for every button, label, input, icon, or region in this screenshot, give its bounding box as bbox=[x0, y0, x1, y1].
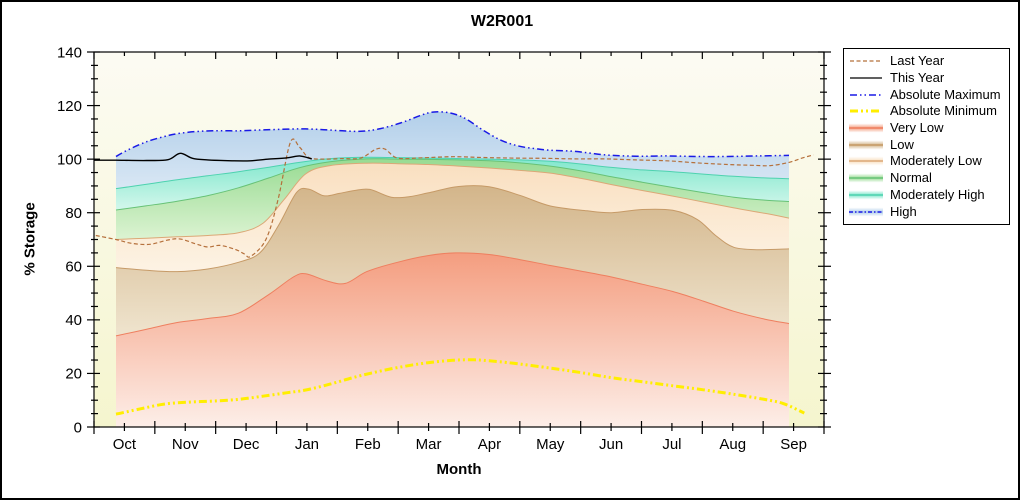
legend-swatch-normal bbox=[849, 173, 883, 183]
y-tick-label: 120 bbox=[57, 98, 82, 115]
y-tick-label: 20 bbox=[65, 366, 82, 383]
legend: Last Year This Year Absolute Maximum Absolu… bbox=[843, 48, 1010, 225]
band-edge-mod_high bbox=[115, 156, 790, 190]
legend-label: Moderately High bbox=[890, 186, 985, 202]
axes bbox=[87, 51, 831, 434]
y-tick-label: 100 bbox=[57, 151, 82, 168]
legend-swatch-this-year bbox=[850, 77, 882, 79]
y-axis-title: % Storage bbox=[21, 202, 39, 276]
legend-item: Low bbox=[849, 137, 1004, 153]
legend-label: Absolute Maximum bbox=[890, 86, 1001, 102]
legend-item: Very Low bbox=[849, 120, 1004, 136]
x-tick-label: Dec bbox=[233, 436, 260, 453]
y-tick-label: 0 bbox=[74, 419, 82, 436]
line-abs_min bbox=[115, 358, 805, 416]
series-lines bbox=[94, 138, 814, 416]
band-high bbox=[116, 111, 789, 189]
y-tick-label: 40 bbox=[65, 312, 82, 329]
legend-label: This Year bbox=[890, 70, 945, 86]
x-tick-label: Mar bbox=[416, 436, 442, 453]
x-tick-label: Jul bbox=[662, 436, 681, 453]
y-tick-label: 60 bbox=[65, 259, 82, 276]
band-mod_low bbox=[116, 163, 789, 272]
tick-labels: 0 20 40 60 80 100 120 140 Oct Nov Dec Jan Feb Mar Apr M… bbox=[57, 44, 807, 453]
legend-item: Absolute Minimum bbox=[849, 103, 1004, 119]
legend-swatch-moderately-high bbox=[849, 190, 883, 200]
legend-item: Moderately High bbox=[849, 187, 1004, 203]
legend-label: Normal bbox=[890, 170, 932, 186]
band-edge-very_low bbox=[115, 252, 790, 337]
legend-label: Last Year bbox=[890, 53, 945, 69]
x-tick-label: Apr bbox=[478, 436, 501, 453]
band-edge-mod_low bbox=[115, 162, 790, 240]
chart-title: W2R001 bbox=[470, 13, 534, 30]
y-tick-label: 80 bbox=[65, 205, 82, 222]
x-tick-label: Jun bbox=[599, 436, 623, 453]
legend-label: Low bbox=[890, 136, 914, 152]
legend-item: High bbox=[849, 204, 1004, 220]
legend-item: Moderately Low bbox=[849, 153, 1004, 169]
legend-item: Normal bbox=[849, 170, 1004, 186]
x-tick-label: Oct bbox=[113, 436, 137, 453]
legend-swatch-absolute-minimum bbox=[850, 109, 882, 113]
legend-item: Last Year bbox=[849, 53, 1004, 69]
legend-label: High bbox=[890, 203, 917, 219]
legend-swatch-moderately-low bbox=[849, 156, 883, 166]
y-tick-label: 140 bbox=[57, 44, 82, 61]
x-axis-title: Month bbox=[436, 461, 482, 478]
x-tick-label: Aug bbox=[719, 436, 746, 453]
band-very_low bbox=[116, 252, 789, 427]
legend-label: Very Low bbox=[890, 120, 944, 136]
band-edge-normal bbox=[115, 158, 790, 211]
x-tick-label: May bbox=[536, 436, 565, 453]
legend-label: Moderately Low bbox=[890, 153, 982, 169]
line-last_year bbox=[95, 138, 814, 258]
legend-swatch-very-low bbox=[849, 123, 883, 133]
band-edge-low bbox=[115, 185, 790, 273]
band-low bbox=[116, 185, 789, 336]
line-this_year bbox=[94, 152, 312, 162]
legend-item: Absolute Maximum bbox=[849, 87, 1004, 103]
x-tick-label: Feb bbox=[355, 436, 381, 453]
x-tick-label: Nov bbox=[172, 436, 199, 453]
legend-swatch-low bbox=[849, 140, 883, 150]
x-tick-label: Sep bbox=[780, 436, 807, 453]
legend-swatch-high bbox=[849, 207, 883, 217]
legend-label: Absolute Minimum bbox=[890, 103, 997, 119]
legend-swatch-absolute-maximum bbox=[850, 93, 882, 96]
x-tick-label: Jan bbox=[295, 436, 319, 453]
legend-swatch-last-year bbox=[850, 60, 882, 62]
percentile-bands bbox=[115, 111, 790, 427]
legend-item: This Year bbox=[849, 70, 1004, 86]
